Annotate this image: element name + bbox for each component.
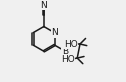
Text: B: B (62, 47, 68, 56)
Text: N: N (51, 28, 58, 37)
Text: HO: HO (64, 40, 78, 49)
Text: N: N (40, 1, 47, 10)
Text: HO: HO (61, 55, 75, 64)
